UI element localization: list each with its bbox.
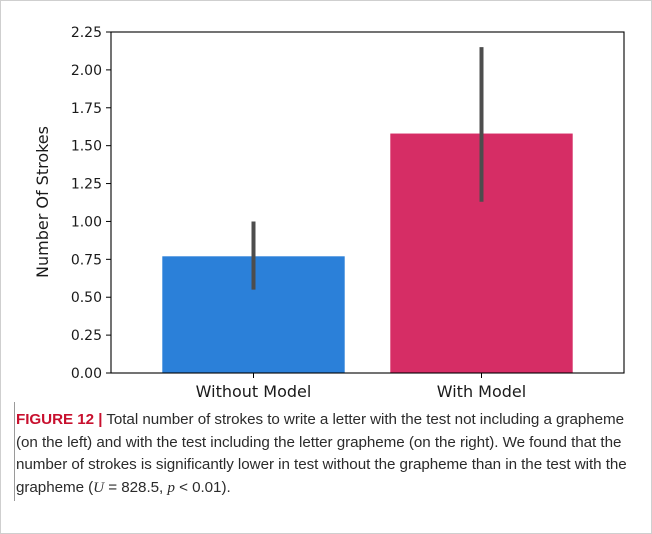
y-tick-label: 0.75 [71, 252, 102, 268]
caption-end: ). [221, 478, 231, 496]
y-axis-title: Number Of Strokes [33, 126, 52, 278]
caption-separator: | [98, 411, 103, 428]
caption-math-p: p [167, 478, 175, 496]
y-tick-label: 0.00 [71, 366, 102, 382]
axes-layer [110, 31, 625, 374]
y-tick-label: 2.25 [71, 25, 102, 41]
y-tick-label: 1.00 [71, 214, 102, 230]
x-ticks-layer: Without Model With Model [196, 373, 526, 400]
x-tick-label-with-model: With Model [437, 382, 526, 400]
y-tick-label: 1.25 [71, 177, 102, 193]
bar-chart: 0.00 0.25 0.50 0.75 1.00 1.25 1.50 1.75 2.00 2.25… [33, 25, 625, 400]
y-tick-label: 1.75 [71, 101, 102, 117]
bars-layer [162, 133, 573, 373]
caption-math-u-value: = 828.5, [104, 478, 168, 496]
figure-caption: FIGURE 12 | Total number of strokes to w… [0, 402, 652, 502]
x-tick-label-without-model: Without Model [196, 382, 312, 400]
caption-rule [14, 402, 15, 501]
y-tick-label: 2.00 [71, 63, 102, 79]
error-bars-layer [251, 47, 484, 290]
caption-figure-label: FIGURE 12 [16, 411, 95, 428]
y-tick-label: 0.25 [71, 328, 102, 344]
y-tick-label: 0.50 [71, 290, 102, 306]
caption-math-p-value: < 0.01 [174, 478, 222, 496]
plot-area-frame [110, 31, 625, 374]
caption-body: Total number of strokes to write a lette… [16, 411, 627, 496]
y-ticks-layer: 0.00 0.25 0.50 0.75 1.00 1.25 1.50 1.75 2.00 2.25 [71, 25, 111, 382]
caption-math-u: U [93, 478, 105, 496]
y-tick-label: 1.50 [71, 139, 102, 155]
caption-text: FIGURE 12 | Total number of strokes to w… [16, 409, 646, 499]
